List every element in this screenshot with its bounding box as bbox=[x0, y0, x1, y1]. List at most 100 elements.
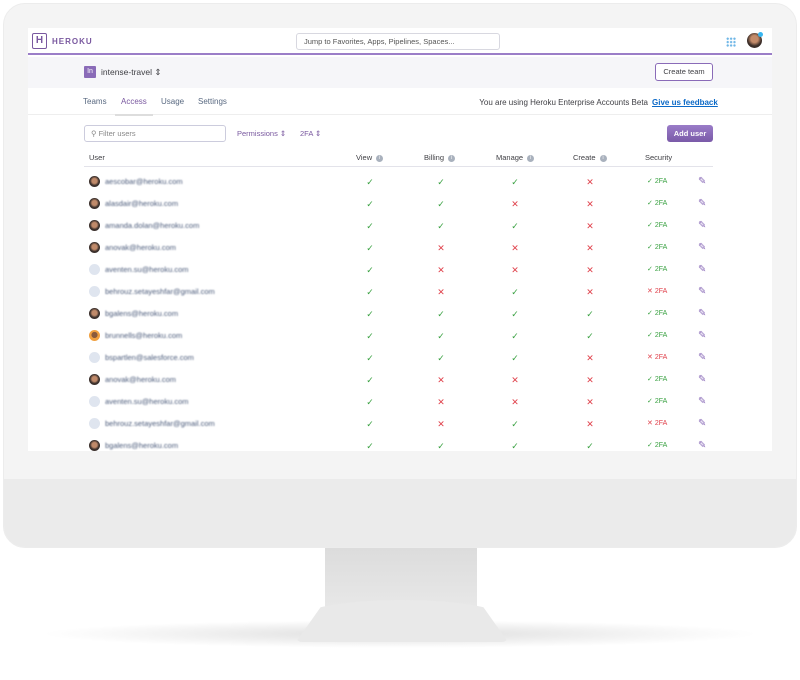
x-icon: ✕ bbox=[586, 243, 594, 253]
security-status: ✕ 2FA bbox=[647, 288, 668, 295]
avatar bbox=[89, 198, 100, 209]
x-icon: ✕ bbox=[586, 221, 594, 231]
check-icon: ✓ bbox=[366, 441, 374, 451]
edit-pencil-icon[interactable]: ✎ bbox=[698, 418, 707, 429]
check-icon: ✓ bbox=[366, 331, 374, 341]
table-row: bgalens@heroku.com ✓ ✓ ✓ ✓ ✓ 2FA ✎ bbox=[28, 440, 772, 451]
user-avatar[interactable] bbox=[747, 32, 763, 48]
security-status: ✓ 2FA bbox=[647, 222, 668, 229]
x-icon: ✕ bbox=[437, 375, 445, 385]
info-icon[interactable]: i bbox=[448, 154, 456, 162]
edit-pencil-icon[interactable]: ✎ bbox=[698, 330, 707, 341]
tab-usage[interactable]: Usage bbox=[161, 97, 185, 106]
user-email[interactable]: aescobar@heroku.com bbox=[105, 177, 183, 186]
check-icon: ✓ bbox=[366, 243, 374, 253]
x-icon: ✕ bbox=[511, 243, 519, 253]
security-status: ✓ 2FA bbox=[647, 398, 668, 405]
table-row: anovak@heroku.com ✓ ✕ ✕ ✕ ✓ 2FA ✎ bbox=[28, 374, 772, 397]
column-security: Security bbox=[645, 153, 673, 162]
check-icon: ✓ bbox=[366, 419, 374, 429]
user-email[interactable]: anovak@heroku.com bbox=[105, 375, 176, 384]
user-email[interactable]: brunnells@heroku.com bbox=[105, 331, 183, 340]
user-email[interactable]: behrouz.setayeshfar@gmail.com bbox=[105, 287, 215, 296]
check-icon: ✓ bbox=[366, 397, 374, 407]
table-row: behrouz.setayeshfar@gmail.com ✓ ✕ ✓ ✕ ✕ 2FA ✎ bbox=[28, 286, 772, 309]
edit-pencil-icon[interactable]: ✎ bbox=[698, 374, 707, 385]
table-row: aescobar@heroku.com ✓ ✓ ✓ ✕ ✓ 2FA ✎ bbox=[28, 176, 772, 199]
check-icon: ✓ bbox=[366, 309, 374, 319]
check-icon: ✓ bbox=[647, 310, 653, 317]
user-email[interactable]: aventen.su@heroku.com bbox=[105, 397, 189, 406]
table-row: amanda.dolan@heroku.com ✓ ✓ ✓ ✕ ✓ 2FA ✎ bbox=[28, 220, 772, 243]
edit-pencil-icon[interactable]: ✎ bbox=[698, 286, 707, 297]
check-icon: ✓ bbox=[511, 331, 519, 341]
user-email[interactable]: behrouz.setayeshfar@gmail.com bbox=[105, 419, 215, 428]
team-switcher[interactable]: intense-travel ⇕ bbox=[101, 67, 162, 78]
feedback-link[interactable]: Give us feedback bbox=[652, 98, 718, 107]
header-divider bbox=[84, 166, 713, 167]
check-icon: ✓ bbox=[586, 331, 594, 341]
x-icon: ✕ bbox=[586, 419, 594, 429]
tab-teams[interactable]: Teams bbox=[83, 97, 107, 106]
avatar bbox=[89, 418, 100, 429]
avatar bbox=[89, 286, 100, 297]
edit-pencil-icon[interactable]: ✎ bbox=[698, 242, 707, 253]
x-icon: ✕ bbox=[586, 265, 594, 275]
apps-grid-icon[interactable] bbox=[726, 37, 736, 47]
user-email[interactable]: amanda.dolan@heroku.com bbox=[105, 221, 200, 230]
table-row: brunnells@heroku.com ✓ ✓ ✓ ✓ ✓ 2FA ✎ bbox=[28, 330, 772, 353]
edit-pencil-icon[interactable]: ✎ bbox=[698, 198, 707, 209]
user-email[interactable]: bgalens@heroku.com bbox=[105, 309, 179, 318]
check-icon: ✓ bbox=[647, 222, 653, 229]
beta-notice: You are using Heroku Enterprise Accounts… bbox=[479, 98, 648, 107]
check-icon: ✓ bbox=[437, 177, 445, 187]
create-team-button[interactable]: Create team bbox=[655, 63, 713, 81]
permissions-dropdown[interactable]: Permissions ⇕ bbox=[237, 129, 287, 138]
edit-pencil-icon[interactable]: ✎ bbox=[698, 176, 707, 187]
check-icon: ✓ bbox=[366, 375, 374, 385]
check-icon: ✓ bbox=[366, 177, 374, 187]
info-icon[interactable]: i bbox=[527, 154, 535, 162]
x-icon: ✕ bbox=[511, 397, 519, 407]
tab-bar: Teams Access Usage Settings You are usin… bbox=[28, 88, 772, 116]
edit-pencil-icon[interactable]: ✎ bbox=[698, 440, 707, 451]
heroku-logo-icon[interactable]: H bbox=[32, 33, 47, 49]
avatar bbox=[89, 264, 100, 275]
edit-pencil-icon[interactable]: ✎ bbox=[698, 220, 707, 231]
tab-access[interactable]: Access bbox=[115, 97, 153, 116]
x-icon: ✕ bbox=[437, 243, 445, 253]
column-billing: Billing i bbox=[424, 153, 456, 162]
search-input[interactable]: Jump to Favorites, Apps, Pipelines, Spac… bbox=[296, 33, 500, 50]
edit-pencil-icon[interactable]: ✎ bbox=[698, 352, 707, 363]
user-email[interactable]: aventen.su@heroku.com bbox=[105, 265, 189, 274]
edit-pencil-icon[interactable]: ✎ bbox=[698, 308, 707, 319]
table-row: bspartlen@salesforce.com ✓ ✓ ✓ ✕ ✕ 2FA ✎ bbox=[28, 352, 772, 375]
team-name: intense-travel bbox=[101, 67, 153, 77]
check-icon: ✓ bbox=[437, 221, 445, 231]
avatar bbox=[89, 440, 100, 451]
filter-users-input[interactable]: ⚲ Filter users bbox=[84, 125, 226, 142]
security-status: ✕ 2FA bbox=[647, 354, 668, 361]
user-email[interactable]: anovak@heroku.com bbox=[105, 243, 176, 252]
x-icon: ✕ bbox=[586, 397, 594, 407]
column-manage: Manage i bbox=[496, 153, 535, 162]
twofa-dropdown[interactable]: 2FA ⇕ bbox=[300, 129, 322, 138]
check-icon: ✓ bbox=[366, 287, 374, 297]
x-icon: ✕ bbox=[586, 199, 594, 209]
user-email[interactable]: alasdair@heroku.com bbox=[105, 199, 179, 208]
info-icon[interactable]: i bbox=[376, 154, 384, 162]
check-icon: ✓ bbox=[437, 199, 445, 209]
edit-pencil-icon[interactable]: ✎ bbox=[698, 396, 707, 407]
x-icon: ✕ bbox=[511, 199, 519, 209]
info-icon[interactable]: i bbox=[599, 154, 607, 162]
user-email[interactable]: bgalens@heroku.com bbox=[105, 441, 179, 450]
check-icon: ✓ bbox=[586, 441, 594, 451]
user-email[interactable]: bspartlen@salesforce.com bbox=[105, 353, 194, 362]
brand-name: HEROKU bbox=[52, 37, 93, 46]
monitor-chin bbox=[4, 479, 796, 547]
edit-pencil-icon[interactable]: ✎ bbox=[698, 264, 707, 275]
tab-settings[interactable]: Settings bbox=[198, 97, 227, 106]
monitor-stand-base bbox=[296, 600, 508, 642]
add-user-button[interactable]: Add user bbox=[667, 125, 713, 142]
avatar bbox=[89, 352, 100, 363]
